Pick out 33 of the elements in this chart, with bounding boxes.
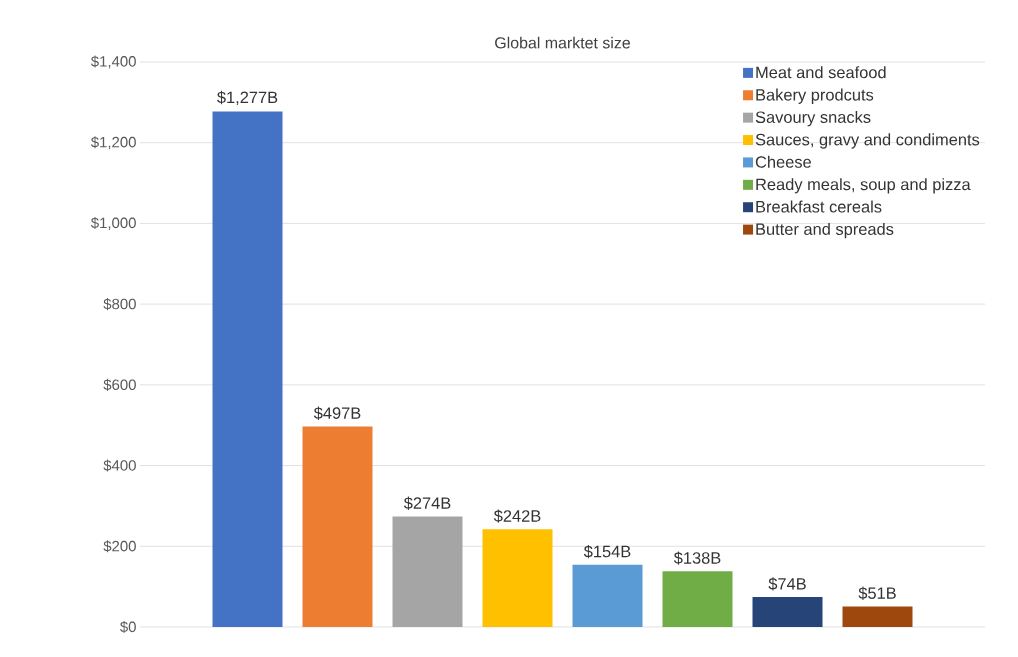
y-tick-label: $1,000	[90, 216, 136, 230]
y-tick-label: $800	[103, 298, 136, 311]
y-tick-label: $1,200	[90, 136, 136, 150]
data-label: $74B	[768, 577, 806, 591]
data-label: $242B	[493, 509, 541, 523]
bar	[482, 529, 553, 627]
y-tick-label: $0	[120, 620, 136, 634]
legend-label: Ready meals, soup and pizza	[756, 178, 971, 194]
data-label: $154B	[583, 545, 631, 559]
bar	[752, 597, 823, 627]
bar	[392, 516, 463, 627]
legend-label: Breakfast cereals	[756, 200, 882, 213]
data-label: $138B	[673, 551, 721, 565]
legend-label: Butter and spreads	[756, 222, 894, 239]
legend-label: Savoury snacks	[755, 110, 871, 127]
y-tick-label: $1,400	[90, 55, 136, 69]
bar	[842, 606, 913, 627]
data-label: $1,277B	[217, 90, 278, 106]
legend-label: Sauces, gravy and condiments	[755, 133, 980, 149]
data-label: $497B	[313, 406, 361, 420]
bar	[302, 426, 373, 627]
y-tick-label: $600	[103, 378, 136, 391]
legend-label: Cheese	[755, 155, 811, 168]
y-tick-label: $400	[103, 459, 136, 472]
data-label: $51B	[858, 586, 896, 600]
y-tick-label: $200	[103, 540, 136, 553]
data-label: $274B	[403, 496, 451, 510]
legend-label: Meat and seafood	[756, 66, 886, 79]
bar	[572, 564, 643, 627]
legend-label: Bakery prodcuts	[756, 88, 874, 104]
bar	[662, 571, 733, 627]
chart-title: Global marktet size	[495, 36, 630, 49]
bar	[212, 111, 283, 627]
